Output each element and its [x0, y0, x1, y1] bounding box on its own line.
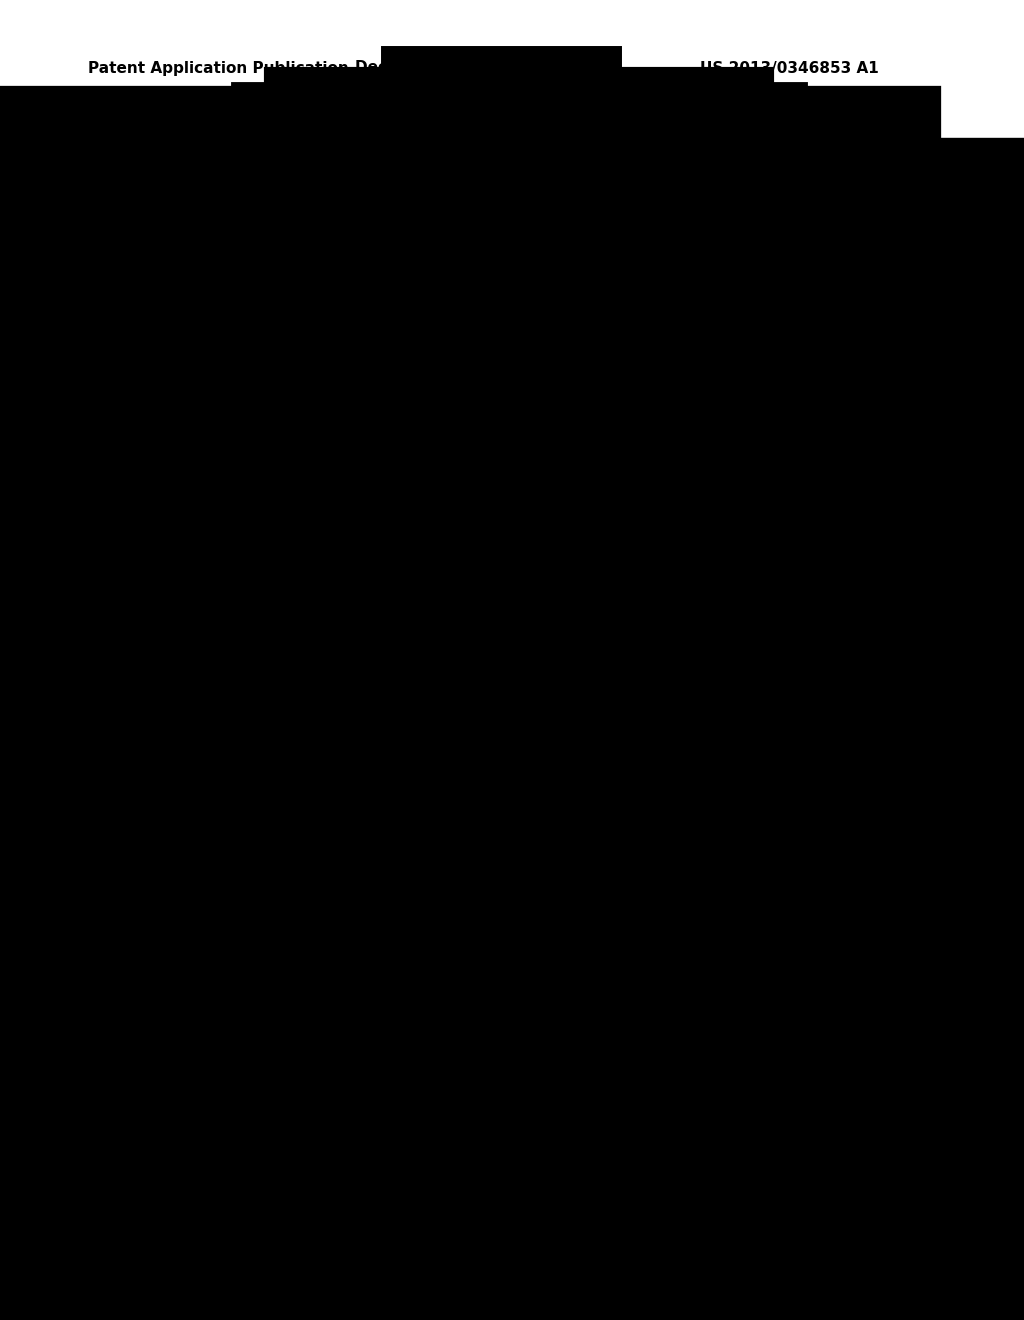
- Text: Instruction (Part 1): Instruction (Part 1): [243, 209, 377, 222]
- Text: Intermediate Variables 158: Intermediate Variables 158: [299, 723, 487, 737]
- Text: 128: 128: [418, 209, 444, 222]
- Text: 118: 118: [520, 888, 549, 903]
- Text: 166: 166: [595, 754, 622, 768]
- Bar: [525, 998, 820, 1230]
- Text: Control Unit 139: Control Unit 139: [218, 1056, 332, 1071]
- Text: Reg. 146 (Data): Reg. 146 (Data): [616, 1167, 727, 1181]
- Bar: [503, 318, 691, 356]
- Bar: [190, 318, 462, 356]
- Text: Data: Data: [543, 330, 581, 345]
- Bar: [438, 385, 881, 490]
- Text: 148: 148: [658, 1005, 685, 1018]
- Text: 167: 167: [595, 803, 622, 817]
- Text: Interface 142: Interface 142: [449, 958, 542, 972]
- Text: 164: 164: [602, 638, 629, 652]
- Bar: [452, 403, 627, 471]
- Bar: [458, 792, 758, 828]
- Bar: [458, 743, 758, 779]
- Bar: [190, 195, 462, 234]
- Text: 132: 132: [724, 269, 753, 285]
- Text: 136: 136: [600, 256, 627, 271]
- Text: Loader 152: Loader 152: [480, 440, 559, 454]
- Text: 134: 134: [485, 137, 514, 153]
- Text: Instruction (Part 2): Instruction (Part 2): [243, 256, 377, 271]
- Bar: [152, 507, 444, 702]
- Text: 105: 105: [185, 945, 214, 960]
- Bar: [538, 1082, 806, 1125]
- Text: System 153: System 153: [677, 440, 759, 454]
- Bar: [645, 403, 820, 471]
- Text: —: —: [466, 206, 484, 224]
- Text: Data: Data: [543, 209, 581, 222]
- Text: 119: 119: [449, 834, 477, 850]
- Bar: [152, 928, 849, 1246]
- Bar: [166, 535, 429, 572]
- Text: ALU 140: ALU 140: [247, 1173, 304, 1188]
- Bar: [166, 743, 436, 779]
- Text: 137: 137: [600, 330, 627, 345]
- Bar: [503, 244, 691, 282]
- Text: US 2013/0346853 A1: US 2013/0346853 A1: [700, 61, 879, 75]
- Bar: [152, 385, 424, 490]
- Text: Instruction: Instruction: [256, 330, 334, 345]
- Bar: [163, 411, 236, 478]
- Bar: [393, 942, 598, 987]
- Text: Input Variables 154: Input Variables 154: [170, 513, 304, 528]
- Text: 159: 159: [288, 754, 314, 768]
- Text: Operating: Operating: [683, 421, 753, 436]
- Text: 150: 150: [186, 444, 213, 457]
- Bar: [138, 128, 883, 756]
- Bar: [458, 507, 773, 702]
- Text: 104: 104: [838, 850, 867, 866]
- Text: 130: 130: [375, 330, 401, 345]
- Text: BIOS: BIOS: [265, 422, 299, 437]
- Text: Fig. 1B: Fig. 1B: [468, 1275, 556, 1295]
- Text: Reg. 145: Reg. 145: [641, 1097, 702, 1111]
- Bar: [152, 718, 774, 863]
- Bar: [168, 1022, 383, 1104]
- Bar: [168, 1144, 383, 1217]
- Text: 131: 131: [123, 269, 152, 285]
- Bar: [538, 1151, 806, 1197]
- Text: Output Variables 161: Output Variables 161: [509, 513, 656, 528]
- Text: Dec. 26, 2013  Sheet 2 of 9: Dec. 26, 2013 Sheet 2 of 9: [355, 61, 588, 75]
- Text: Data: Data: [543, 256, 581, 271]
- Text: 162: 162: [602, 546, 629, 560]
- Text: Patent Application Publication: Patent Application Publication: [88, 61, 349, 75]
- Bar: [473, 627, 756, 663]
- Bar: [247, 411, 317, 478]
- Text: 157: 157: [285, 638, 311, 652]
- Text: Reg. 144 (Instruction): Reg. 144 (Instruction): [597, 1039, 748, 1053]
- Bar: [166, 581, 429, 616]
- Text: 156: 156: [285, 591, 311, 606]
- Text: Bootstrap: Bootstrap: [486, 421, 554, 436]
- Text: 133: 133: [775, 140, 804, 156]
- Text: 160: 160: [288, 803, 314, 817]
- Bar: [538, 1023, 806, 1069]
- Text: 151: 151: [268, 444, 295, 457]
- Bar: [473, 535, 756, 572]
- Text: POST: POST: [181, 422, 218, 437]
- Text: 155: 155: [285, 546, 311, 560]
- Text: 135: 135: [600, 209, 627, 222]
- Text: ∼: ∼: [484, 792, 504, 808]
- Bar: [166, 627, 429, 663]
- Bar: [473, 581, 756, 616]
- Text: 129: 129: [418, 256, 444, 271]
- Text: 163: 163: [602, 591, 629, 606]
- Bar: [166, 792, 436, 828]
- Text: ROM 149: ROM 149: [186, 389, 250, 404]
- Bar: [503, 195, 691, 234]
- Bar: [190, 244, 462, 282]
- Text: 141: 141: [432, 1018, 461, 1032]
